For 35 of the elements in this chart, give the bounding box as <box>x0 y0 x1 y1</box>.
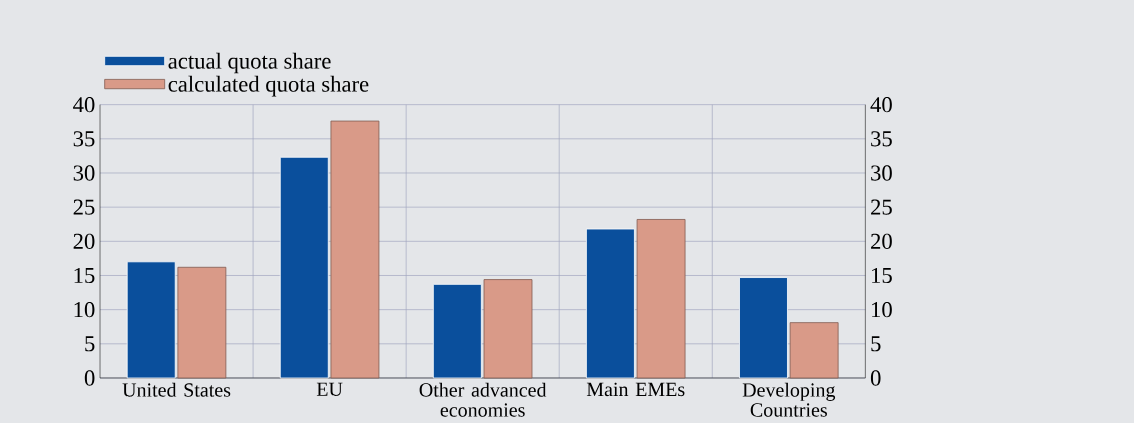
y-tick-label: 0 <box>84 370 95 386</box>
y-tick-label: 15 <box>74 267 95 284</box>
legend-label: calculated quota share <box>168 75 369 97</box>
y2-tick-label: 35 <box>871 131 892 147</box>
bar <box>789 322 839 379</box>
y2-tick-label: 15 <box>872 267 892 284</box>
legend-label: actual quota share <box>168 52 331 74</box>
bar <box>177 266 227 379</box>
y2-tick-label: 20 <box>871 233 892 249</box>
y-tick-label: 30 <box>73 165 95 181</box>
y2-tick-label: 25 <box>871 199 892 215</box>
bar <box>586 228 635 379</box>
y2-tick-label: 10 <box>872 302 892 318</box>
y-tick-label: 35 <box>73 131 95 147</box>
x-tick-label: EU <box>316 382 343 396</box>
y2-tick-label: 40 <box>870 97 892 113</box>
y2-tick-label: 30 <box>871 165 892 181</box>
y-tick-label: 5 <box>85 336 95 352</box>
bar <box>739 277 788 379</box>
x-tick-label: Main EMEs <box>586 382 685 397</box>
x-tick-label: Developing Countries <box>742 382 836 417</box>
y-tick-label: 40 <box>73 97 95 113</box>
bar <box>126 261 176 379</box>
y-tick-label: 20 <box>73 233 95 249</box>
y-tick-label: 25 <box>73 199 95 215</box>
y-tick-label: 10 <box>74 302 95 318</box>
bar <box>483 279 533 379</box>
bar <box>636 219 686 379</box>
y2-tick-label: 5 <box>871 336 881 352</box>
bar <box>279 156 329 379</box>
y2-tick-label: 0 <box>870 370 881 386</box>
x-tick-label: United States <box>122 382 231 397</box>
bar <box>432 283 482 379</box>
x-tick-label: Other advanced economies <box>419 382 547 417</box>
bar <box>330 120 380 379</box>
